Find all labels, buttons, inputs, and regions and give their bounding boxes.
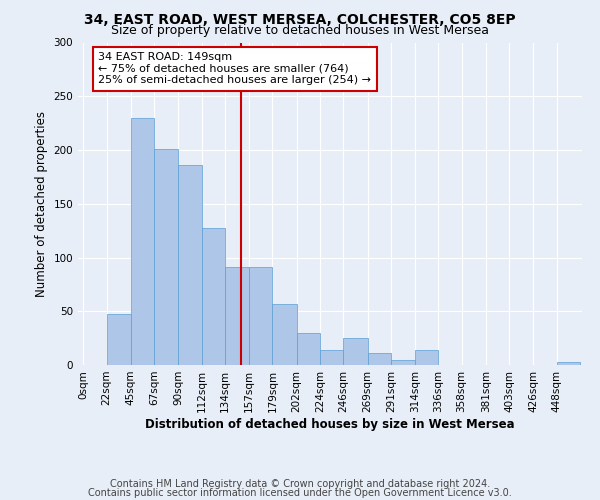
Bar bbox=[225, 267, 249, 365]
Y-axis label: Number of detached properties: Number of detached properties bbox=[35, 111, 48, 296]
Bar bbox=[557, 362, 580, 365]
Bar bbox=[202, 228, 225, 365]
Bar bbox=[320, 350, 343, 365]
Bar bbox=[272, 304, 297, 365]
Bar bbox=[343, 338, 368, 365]
Text: Contains HM Land Registry data © Crown copyright and database right 2024.: Contains HM Land Registry data © Crown c… bbox=[110, 479, 490, 489]
Bar bbox=[368, 353, 391, 365]
Text: 34, EAST ROAD, WEST MERSEA, COLCHESTER, CO5 8EP: 34, EAST ROAD, WEST MERSEA, COLCHESTER, … bbox=[84, 12, 516, 26]
Text: 34 EAST ROAD: 149sqm
← 75% of detached houses are smaller (764)
25% of semi-deta: 34 EAST ROAD: 149sqm ← 75% of detached h… bbox=[98, 52, 371, 86]
Bar bbox=[391, 360, 415, 365]
Text: Size of property relative to detached houses in West Mersea: Size of property relative to detached ho… bbox=[111, 24, 489, 37]
Bar bbox=[107, 314, 131, 365]
X-axis label: Distribution of detached houses by size in West Mersea: Distribution of detached houses by size … bbox=[145, 418, 515, 430]
Bar bbox=[415, 350, 439, 365]
Bar bbox=[178, 165, 202, 365]
Text: Contains public sector information licensed under the Open Government Licence v3: Contains public sector information licen… bbox=[88, 488, 512, 498]
Bar bbox=[297, 333, 320, 365]
Bar bbox=[154, 149, 178, 365]
Bar bbox=[131, 118, 154, 365]
Bar bbox=[249, 267, 272, 365]
